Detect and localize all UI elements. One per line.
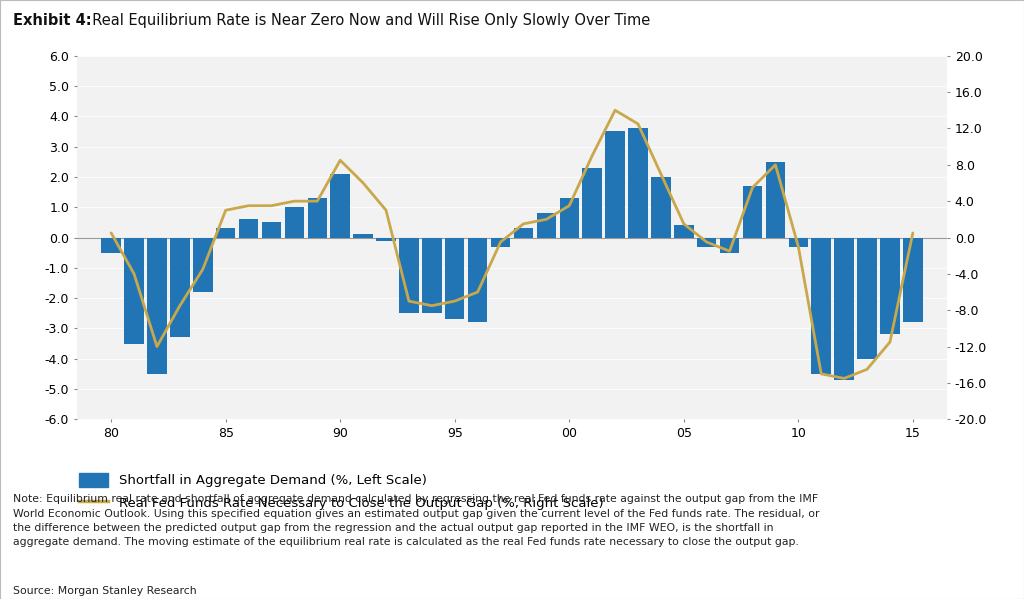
Bar <box>514 228 534 238</box>
Bar <box>857 238 877 359</box>
Bar <box>629 128 648 238</box>
Text: Note: Equilibrium real rate and shortfall of aggregate demand calculated by regr: Note: Equilibrium real rate and shortfal… <box>13 494 820 547</box>
Bar <box>903 238 923 322</box>
Bar <box>239 219 258 238</box>
Bar <box>399 238 419 313</box>
Bar <box>376 238 395 241</box>
Bar <box>742 186 762 238</box>
Bar <box>194 238 213 292</box>
Legend: Shortfall in Aggregate Demand (%, Left Scale), Real Fed Funds Rate Necessary to : Shortfall in Aggregate Demand (%, Left S… <box>79 473 603 510</box>
Bar <box>331 174 350 238</box>
Bar <box>811 238 830 374</box>
Text: Real Equilibrium Rate is Near Zero Now and Will Rise Only Slowly Over Time: Real Equilibrium Rate is Near Zero Now a… <box>83 13 650 28</box>
Bar <box>835 238 854 380</box>
Bar <box>445 238 465 319</box>
Bar <box>766 162 785 238</box>
Bar <box>422 238 441 313</box>
Text: Source: Morgan Stanley Research: Source: Morgan Stanley Research <box>13 586 197 596</box>
Bar <box>788 238 808 247</box>
Bar <box>262 222 282 238</box>
Bar <box>881 238 900 334</box>
Bar <box>124 238 143 344</box>
Bar <box>651 177 671 238</box>
Bar <box>353 234 373 238</box>
Bar <box>307 198 327 238</box>
Bar <box>101 238 121 253</box>
Bar <box>170 238 189 337</box>
Bar <box>490 238 510 247</box>
Bar <box>147 238 167 374</box>
Bar <box>216 228 236 238</box>
Bar <box>674 225 693 238</box>
Text: Exhibit 4:: Exhibit 4: <box>13 13 92 28</box>
Bar <box>697 238 717 247</box>
Bar <box>605 131 625 238</box>
Bar <box>468 238 487 322</box>
Bar <box>720 238 739 253</box>
Bar <box>583 168 602 238</box>
Bar <box>559 198 579 238</box>
Bar <box>285 207 304 238</box>
Bar <box>537 213 556 238</box>
